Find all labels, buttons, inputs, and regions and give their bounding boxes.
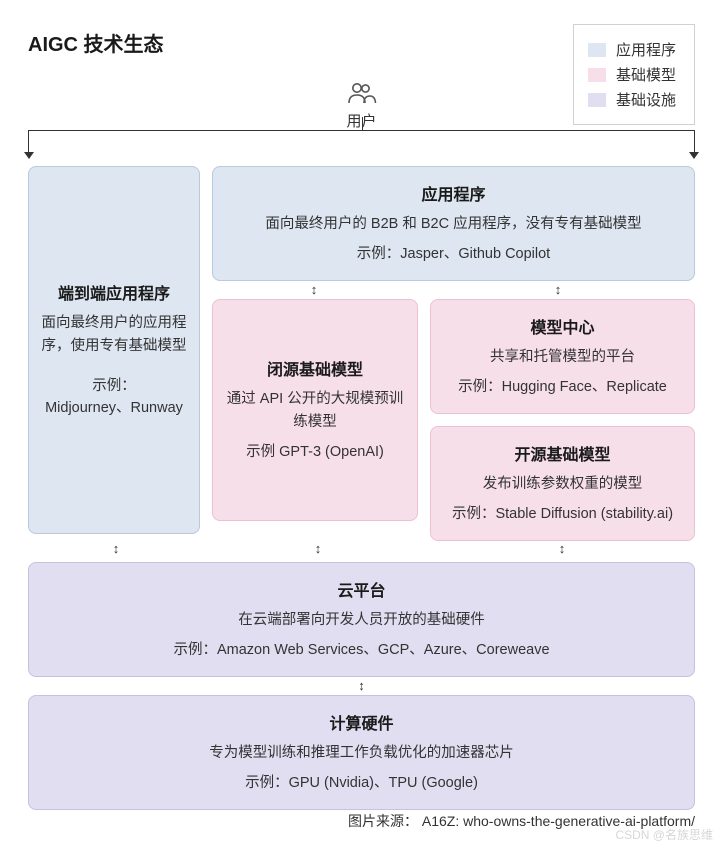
- col-right: 应用程序 面向最终用户的 B2B 和 B2C 应用程序，没有专有基础模型 示例：…: [212, 166, 695, 541]
- legend-label: 基础设施: [616, 89, 676, 110]
- legend-label: 应用程序: [616, 39, 676, 60]
- box-cloud-platform: 云平台 在云端部署向开发人员开放的基础硬件 示例：Amazon Web Serv…: [28, 562, 695, 677]
- bracket-stem: [362, 117, 363, 131]
- box-title: 计算硬件: [41, 710, 682, 734]
- main-grid: 端到端应用程序 面向最终用户的应用程序，使用专有基础模型 示例： Midjour…: [28, 166, 695, 541]
- box-example: 示例：Hugging Face、Replicate: [443, 376, 682, 398]
- arrow-row-3: ↕: [28, 677, 695, 695]
- sub-right: 模型中心 共享和托管模型的平台 示例：Hugging Face、Replicat…: [430, 299, 695, 541]
- arrow-row-2: ↕ ↕ ↕: [28, 540, 695, 558]
- box-desc: 面向最终用户的应用程序，使用专有基础模型: [41, 312, 187, 357]
- double-arrow-icon: ↕: [308, 283, 320, 296]
- sub-left: 闭源基础模型 通过 API 公开的大规模预训练模型 示例 GPT-3 (Open…: [212, 299, 418, 541]
- example-value: Midjourney、Runway: [45, 400, 183, 416]
- box-example: 示例 GPT-3 (OpenAI): [225, 441, 405, 463]
- box-compute-hardware: 计算硬件 专为模型训练和推理工作负载优化的加速器芯片 示例：GPU (Nvidi…: [28, 695, 695, 810]
- bracket-connector: [28, 130, 695, 158]
- box-desc: 在云端部署向开发人员开放的基础硬件: [41, 609, 682, 631]
- legend-swatch-apps: [588, 43, 606, 57]
- legend-label: 基础模型: [616, 64, 676, 85]
- box-example: 示例：Amazon Web Services、GCP、Azure、Corewea…: [41, 639, 682, 661]
- double-arrow-icon: ↕: [556, 542, 568, 555]
- users-icon: [346, 82, 376, 108]
- box-desc: 专为模型训练和推理工作负载优化的加速器芯片: [41, 742, 682, 764]
- double-arrow-icon: ↕: [110, 542, 122, 555]
- box-desc: 通过 API 公开的大规模预训练模型: [225, 388, 405, 433]
- double-arrow-icon: ↕: [312, 542, 324, 555]
- box-open-model: 开源基础模型 发布训练参数权重的模型 示例：Stable Diffusion (…: [430, 426, 695, 541]
- infra-section: 云平台 在云端部署向开发人员开放的基础硬件 示例：Amazon Web Serv…: [28, 562, 695, 810]
- example-label: 示例：: [92, 378, 136, 394]
- box-desc: 发布训练参数权重的模型: [443, 473, 682, 495]
- box-title: 端到端应用程序: [41, 280, 187, 304]
- legend-item: 基础设施: [588, 89, 676, 110]
- page-title: AIGC 技术生态: [28, 28, 164, 57]
- legend: 应用程序 基础模型 基础设施: [573, 24, 695, 125]
- box-example: 示例： Midjourney、Runway: [41, 375, 187, 420]
- box-desc: 面向最终用户的 B2B 和 B2C 应用程序，没有专有基础模型: [225, 213, 682, 235]
- col-left: 端到端应用程序 面向最终用户的应用程序，使用专有基础模型 示例： Midjour…: [28, 166, 200, 541]
- box-closed-model: 闭源基础模型 通过 API 公开的大规模预训练模型 示例 GPT-3 (Open…: [212, 299, 418, 521]
- box-apps: 应用程序 面向最终用户的 B2B 和 B2C 应用程序，没有专有基础模型 示例：…: [212, 166, 695, 281]
- row-models: 闭源基础模型 通过 API 公开的大规模预训练模型 示例 GPT-3 (Open…: [212, 299, 695, 541]
- watermark: CSDN @名族思维: [615, 826, 713, 843]
- box-title: 模型中心: [443, 314, 682, 338]
- legend-swatch-infra: [588, 93, 606, 107]
- arrow-row-1: ↕ ↕: [212, 281, 695, 299]
- box-e2e-apps: 端到端应用程序 面向最终用户的应用程序，使用专有基础模型 示例： Midjour…: [28, 166, 200, 534]
- box-title: 云平台: [41, 577, 682, 601]
- legend-item: 应用程序: [588, 39, 676, 60]
- box-desc: 共享和托管模型的平台: [443, 346, 682, 368]
- legend-item: 基础模型: [588, 64, 676, 85]
- box-title: 应用程序: [225, 181, 682, 205]
- box-example: 示例：Stable Diffusion (stability.ai): [443, 503, 682, 525]
- box-example: 示例：Jasper、Github Copilot: [225, 243, 682, 265]
- double-arrow-icon: ↕: [552, 283, 564, 296]
- box-example: 示例：GPU (Nvidia)、TPU (Google): [41, 772, 682, 794]
- legend-swatch-models: [588, 68, 606, 82]
- box-model-hub: 模型中心 共享和托管模型的平台 示例：Hugging Face、Replicat…: [430, 299, 695, 414]
- double-arrow-icon: ↕: [356, 679, 368, 692]
- box-title: 闭源基础模型: [225, 356, 405, 380]
- box-title: 开源基础模型: [443, 441, 682, 465]
